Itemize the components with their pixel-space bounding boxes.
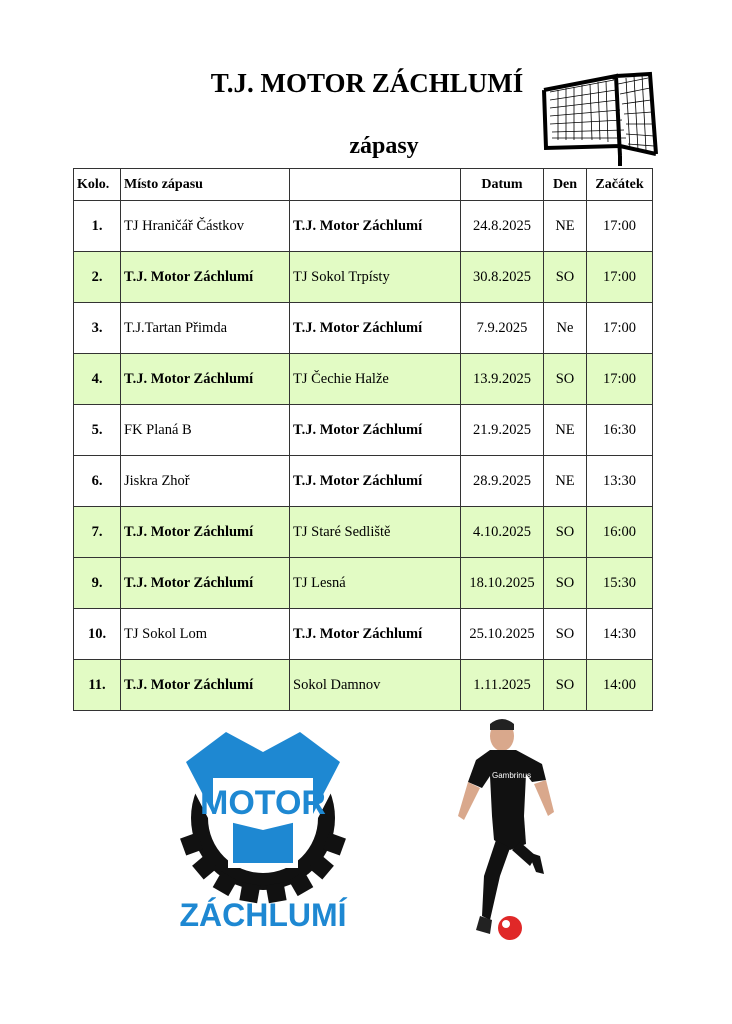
start-time-cell: 16:00 (586, 506, 653, 558)
day-cell: NE (543, 200, 587, 252)
date-cell: 30.8.2025 (460, 251, 544, 303)
day-cell: SO (543, 557, 587, 609)
day-cell: SO (543, 251, 587, 303)
date-cell: 24.8.2025 (460, 200, 544, 252)
home-team-cell: T.J. Motor Záchlumí (120, 557, 290, 609)
column-header-kolo: Kolo. (73, 168, 121, 201)
start-time-cell: 17:00 (586, 302, 653, 354)
soccer-goal-icon (542, 71, 658, 166)
motor-zachlumi-logo: MOTOR ZÁCHLUMÍ (178, 726, 348, 933)
round-number-cell: 10. (73, 608, 121, 660)
date-cell: 7.9.2025 (460, 302, 544, 354)
logo-motor-text: MOTOR (200, 784, 326, 822)
logo-zachlumi-text: ZÁCHLUMÍ (179, 897, 347, 933)
day-cell: SO (543, 353, 587, 405)
gear-tooth (308, 854, 334, 880)
away-team-cell: TJ Staré Sedliště (289, 506, 461, 558)
table-row: 11. T.J. Motor Záchlumí Sokol Damnov 1.11.2… (73, 659, 653, 711)
away-team-cell: T.J. Motor Záchlumí (289, 608, 461, 660)
away-team-cell: T.J. Motor Záchlumí (289, 404, 461, 456)
day-cell: SO (543, 659, 587, 711)
table-row: 7. T.J. Motor Záchlumí TJ Staré Sedliště 4.… (73, 506, 653, 558)
date-cell: 28.9.2025 (460, 455, 544, 507)
column-header-datum: Datum (460, 168, 544, 201)
table-row: 2. T.J. Motor Záchlumí TJ Sokol Trpísty 30.… (73, 251, 653, 303)
football-player-image: Gambrinus (458, 719, 554, 940)
home-team-cell: T.J. Motor Záchlumí (120, 353, 290, 405)
away-team-cell: TJ Čechie Halže (289, 353, 461, 405)
column-header-opponent (289, 168, 461, 201)
gear-tooth (322, 832, 346, 856)
home-team-cell: TJ Hraničář Částkov (120, 200, 290, 252)
start-time-cell: 14:30 (586, 608, 653, 660)
home-team-cell: Jiskra Zhoř (120, 455, 290, 507)
round-number-cell: 6. (73, 455, 121, 507)
start-time-cell: 13:30 (586, 455, 653, 507)
home-team-cell: T.J.Tartan Přimda (120, 302, 290, 354)
svg-text:Gambrinus: Gambrinus (492, 771, 531, 780)
table-row: 6. Jiskra Zhoř T.J. Motor Záchlumí 28.9.202… (73, 455, 653, 507)
date-cell: 13.9.2025 (460, 353, 544, 405)
away-team-cell: T.J. Motor Záchlumí (289, 455, 461, 507)
day-cell: NE (543, 404, 587, 456)
date-cell: 4.10.2025 (460, 506, 544, 558)
column-header-zacatek: Začátek (586, 168, 653, 201)
round-number-cell: 7. (73, 506, 121, 558)
start-time-cell: 15:30 (586, 557, 653, 609)
home-team-cell: TJ Sokol Lom (120, 608, 290, 660)
column-header-misto: Místo zápasu (120, 168, 290, 201)
gear-tooth (180, 832, 204, 856)
table-row: 1. TJ Hraničář Částkov T.J. Motor Záchlumí… (73, 200, 653, 252)
round-number-cell: 3. (73, 302, 121, 354)
round-number-cell: 5. (73, 404, 121, 456)
gear-tooth (239, 882, 261, 904)
home-team-cell: T.J. Motor Záchlumí (120, 659, 290, 711)
date-cell: 18.10.2025 (460, 557, 544, 609)
start-time-cell: 17:00 (586, 251, 653, 303)
page-subtitle: zápasy (349, 133, 419, 159)
away-team-cell: Sokol Damnov (289, 659, 461, 711)
start-time-cell: 17:00 (586, 353, 653, 405)
home-team-cell: T.J. Motor Záchlumí (120, 506, 290, 558)
gear-tooth (288, 871, 314, 897)
gear-tooth (192, 854, 218, 880)
page-title: T.J. MOTOR ZÁCHLUMÍ (210, 68, 524, 98)
table-header-row: Kolo. Místo zápasu Datum Den Začátek (73, 168, 653, 201)
round-number-cell: 2. (73, 251, 121, 303)
table-row: 9. T.J. Motor Záchlumí TJ Lesná 18.10.2025 S… (73, 557, 653, 609)
gear-tooth (212, 871, 238, 897)
start-time-cell: 14:00 (586, 659, 653, 711)
day-cell: SO (543, 608, 587, 660)
round-number-cell: 4. (73, 353, 121, 405)
table-row: 5. FK Planá B T.J. Motor Záchlumí 21.9.2025… (73, 404, 653, 456)
round-number-cell: 1. (73, 200, 121, 252)
table-row: 3. T.J.Tartan Přimda T.J. Motor Záchlumí 7.… (73, 302, 653, 354)
start-time-cell: 17:00 (586, 200, 653, 252)
home-team-cell: T.J. Motor Záchlumí (120, 251, 290, 303)
round-number-cell: 9. (73, 557, 121, 609)
table-row: 4. T.J. Motor Záchlumí TJ Čechie Halže 13.9… (73, 353, 653, 405)
date-cell: 25.10.2025 (460, 608, 544, 660)
away-team-cell: T.J. Motor Záchlumí (289, 200, 461, 252)
date-cell: 1.11.2025 (460, 659, 544, 711)
away-team-cell: TJ Lesná (289, 557, 461, 609)
home-team-cell: FK Planá B (120, 404, 290, 456)
away-team-cell: T.J. Motor Záchlumí (289, 302, 461, 354)
away-team-cell: TJ Sokol Trpísty (289, 251, 461, 303)
gear-tooth (265, 882, 287, 904)
start-time-cell: 16:30 (586, 404, 653, 456)
day-cell: SO (543, 506, 587, 558)
day-cell: Ne (543, 302, 587, 354)
day-cell: NE (543, 455, 587, 507)
match-schedule-table: Kolo. Místo zápasu Datum Den Začátek 1. T… (73, 168, 653, 711)
round-number-cell: 11. (73, 659, 121, 711)
date-cell: 21.9.2025 (460, 404, 544, 456)
column-header-den: Den (543, 168, 587, 201)
table-row: 10. TJ Sokol Lom T.J. Motor Záchlumí 25.10.… (73, 608, 653, 660)
